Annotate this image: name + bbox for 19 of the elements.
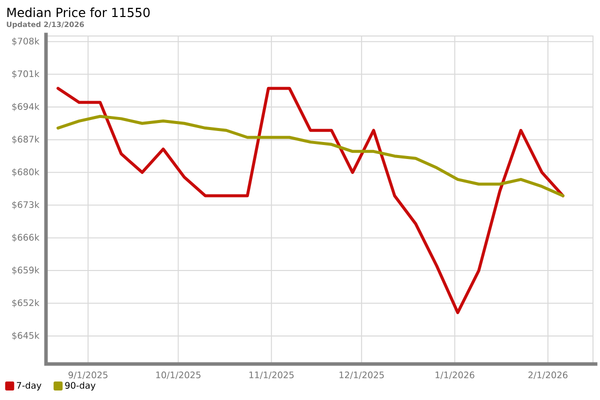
y-tick-label: $687k [12,136,40,144]
y-tick-label: $652k [12,299,40,308]
y-tick-label: $673k [12,201,40,210]
y-tick-label: $708k [12,38,40,46]
x-tick-label: 10/1/2025 [156,372,200,379]
chart-title: Median Price for 11550 [7,8,150,18]
x-tick-label: 1/1/2026 [436,372,474,379]
y-tick-label: $645k [12,332,40,340]
y-tick-label: $666k [12,234,40,242]
y-tick-label: $680k [12,168,40,176]
legend-label: 7-day [16,382,42,390]
x-tick-label: 11/1/2025 [249,372,294,379]
x-tick-label: 12/1/2025 [340,372,384,379]
legend-label: 90-day [65,382,96,390]
y-tick-label: $701k [12,70,40,78]
x-tick-label: 2/1/2026 [528,372,568,379]
x-tick-label: 9/1/2025 [68,372,108,379]
y-tick-label: $694k [12,102,40,112]
y-tick-label: $659k [12,266,40,275]
